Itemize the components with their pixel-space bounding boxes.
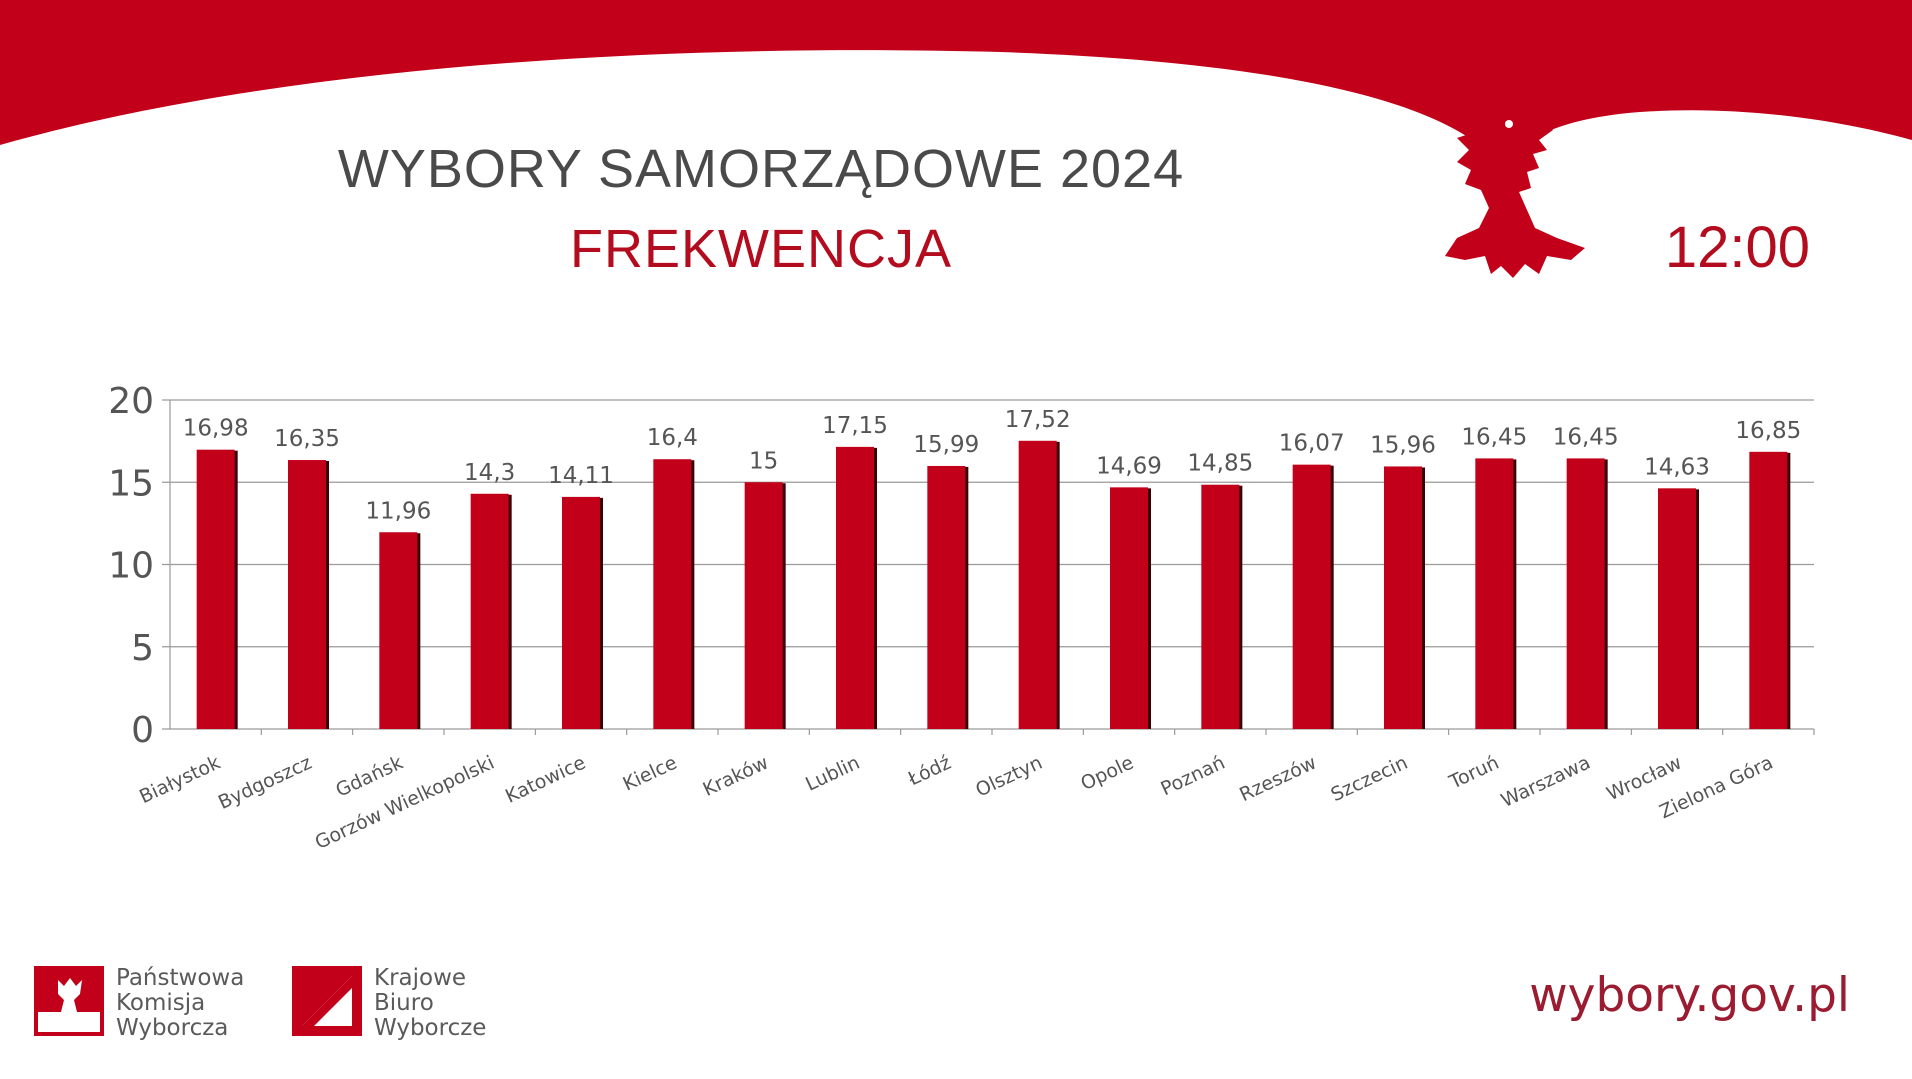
- data-label: 16,4: [647, 425, 698, 451]
- x-tick-label: Białystok: [136, 752, 224, 809]
- turnout-bar-chart: 0 5 10 15 20 16,98 16,35 11,96 14,3 14,11 16,4 15 1…: [108, 381, 1815, 854]
- x-tick-label: Rzeszów: [1236, 752, 1320, 807]
- bar: [1201, 484, 1240, 729]
- data-label: 14,63: [1644, 454, 1710, 480]
- kbw-line-3: Wyborcze: [374, 1015, 487, 1041]
- data-label: 17,52: [1005, 407, 1071, 433]
- data-label: 14,69: [1096, 453, 1162, 479]
- header-wave-shape: [0, 0, 1912, 165]
- data-label: 17,15: [822, 413, 888, 439]
- data-label: 16,85: [1735, 418, 1801, 444]
- y-tick-label: 15: [108, 463, 154, 504]
- data-label: 14,3: [464, 460, 515, 486]
- pkw-logo-icon: [34, 966, 104, 1036]
- data-label: 16,45: [1553, 424, 1619, 450]
- y-tick-label: 0: [131, 710, 154, 751]
- bar: [1475, 458, 1514, 729]
- data-label: 11,96: [365, 498, 431, 524]
- bar: [288, 460, 326, 729]
- kbw-line-2: Biuro: [374, 990, 434, 1016]
- data-label: 16,45: [1461, 424, 1527, 450]
- bar: [1566, 458, 1605, 729]
- bar: [744, 482, 783, 729]
- data-label: 15,96: [1370, 432, 1436, 458]
- website-link[interactable]: wybory.gov.pl: [1529, 968, 1850, 1023]
- pkw-logo: Państwowa Komisja Wyborcza: [34, 966, 244, 1041]
- y-tick-label: 10: [108, 546, 154, 587]
- bar: [470, 493, 509, 729]
- x-tick-label: Łódź: [904, 752, 954, 791]
- x-tick-label: Lublin: [802, 752, 863, 796]
- x-tick-label: Poznań: [1157, 752, 1228, 801]
- bar: [1384, 466, 1422, 729]
- x-tick-label: Kielce: [620, 752, 681, 796]
- pkw-line-2: Komisja: [116, 990, 206, 1016]
- bar: [1018, 440, 1057, 729]
- bar: [379, 532, 418, 729]
- eagle-emblem-icon: [1445, 92, 1585, 278]
- bar: [1658, 488, 1696, 729]
- data-label: 14,11: [548, 463, 614, 489]
- y-tick-label: 20: [108, 381, 154, 422]
- page-subtitle: FREKWENCJA: [569, 219, 952, 279]
- time-label: 12:00: [1664, 215, 1810, 280]
- y-tick-label: 5: [131, 628, 154, 669]
- data-label: 16,35: [274, 426, 340, 452]
- x-tick-label: Szczecin: [1328, 752, 1412, 807]
- kbw-logo: Krajowe Biuro Wyborcze: [292, 966, 486, 1041]
- bar: [1749, 451, 1788, 729]
- page-title: WYBORY SAMORZĄDOWE 2024: [337, 139, 1185, 199]
- bar: [653, 459, 692, 729]
- pkw-line-1: Państwowa: [116, 965, 245, 991]
- x-tick-label: Katowice: [502, 752, 589, 808]
- data-label: 14,85: [1187, 451, 1253, 477]
- bar: [562, 496, 600, 729]
- bar: [196, 449, 235, 729]
- x-tick-label: Bydgoszcz: [215, 752, 315, 814]
- bar: [1292, 464, 1331, 729]
- data-label: 16,98: [183, 416, 249, 442]
- data-label: 15,99: [913, 432, 979, 458]
- x-tick-label: Opole: [1077, 752, 1137, 795]
- bar: [836, 446, 874, 729]
- bar: [927, 465, 966, 729]
- data-label: 16,07: [1279, 431, 1345, 457]
- data-label: 15: [749, 448, 778, 474]
- kbw-line-1: Krajowe: [374, 965, 467, 991]
- x-tick-label: Kraków: [700, 752, 772, 801]
- x-tick-label: Gorzów Wielkopolski: [312, 752, 498, 854]
- bar: [1110, 487, 1148, 729]
- x-tick-label: Toruń: [1445, 752, 1502, 794]
- x-tick-label: Olsztyn: [972, 752, 1046, 802]
- header-wave-banner: [0, 0, 1912, 165]
- pkw-line-3: Wyborcza: [116, 1015, 229, 1041]
- x-tick-label: Warszawa: [1498, 752, 1594, 812]
- kbw-logo-icon: [292, 966, 362, 1036]
